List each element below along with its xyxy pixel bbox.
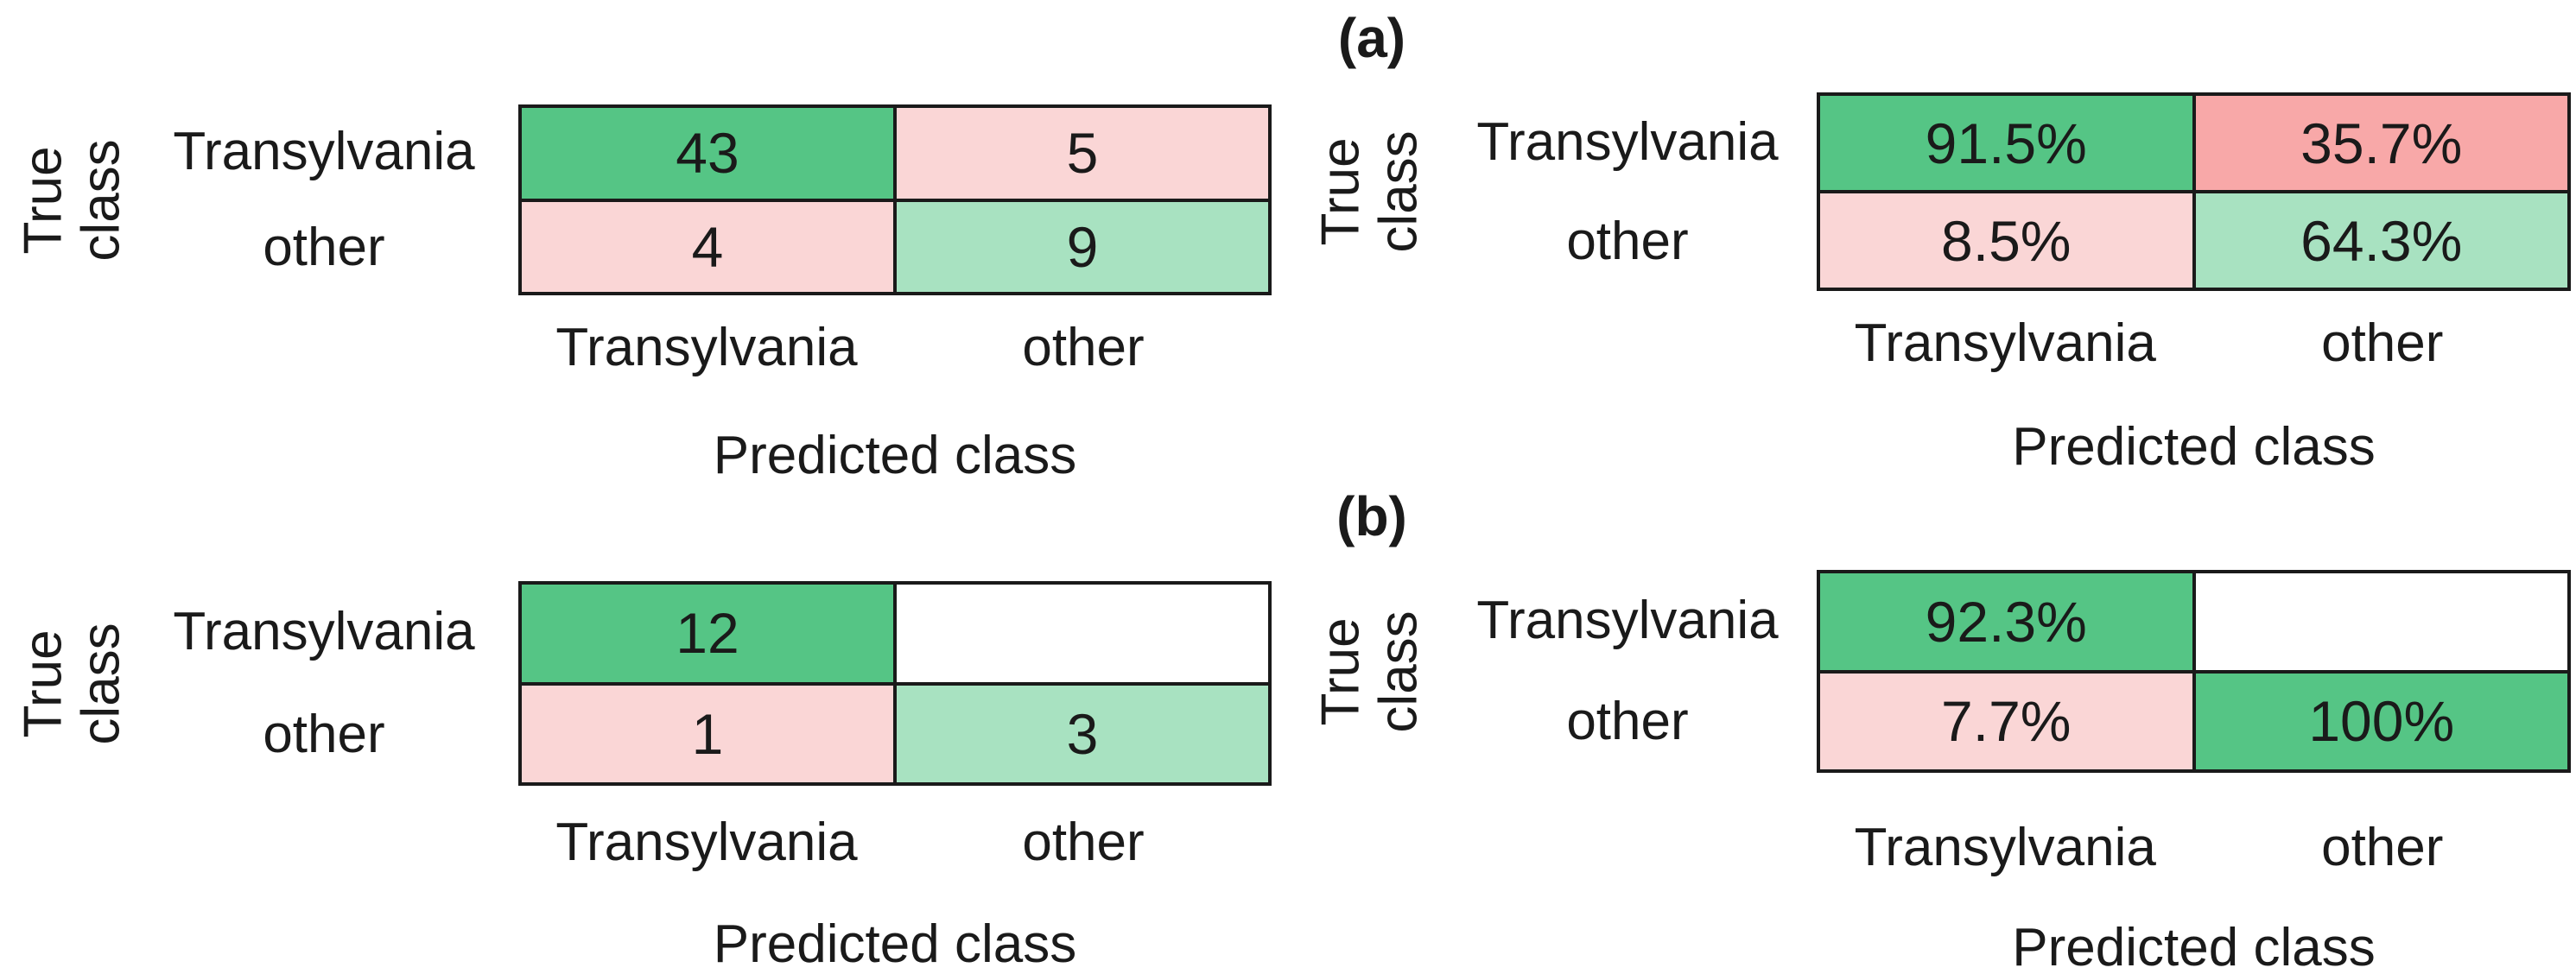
y-axis-label: True class — [1306, 570, 1436, 773]
y-axis-label-line2: class — [1368, 130, 1429, 253]
matrix-grid: 12 1 3 — [518, 581, 1272, 786]
y-axis-label-line2: class — [71, 622, 131, 745]
matrix-grid: 43 5 4 9 — [518, 104, 1272, 295]
x-axis-label: Predicted class — [2012, 417, 2376, 477]
cell-true-other-pred-other: 100% — [2195, 673, 2567, 769]
col-label-other: other — [1022, 813, 1145, 872]
col-label-transylvania: Transylvania — [1854, 818, 2156, 877]
y-axis-label-line1: True — [1311, 137, 1372, 246]
y-axis-label-line2: class — [1368, 610, 1429, 733]
cell-true-transylvania-pred-other — [2195, 573, 2567, 670]
col-label-other: other — [1022, 318, 1145, 377]
matrix-grid: 91.5% 35.7% 8.5% 64.3% — [1817, 92, 2571, 291]
row-label-other: other — [263, 704, 385, 764]
matrix-grid: 92.3% 7.7% 100% — [1817, 570, 2571, 773]
panel-label-a: (a) — [1337, 7, 1406, 69]
y-axis-label-line2: class — [71, 138, 131, 262]
y-axis-label-line1: True — [1311, 617, 1372, 726]
row-label-transylvania: Transylvania — [173, 602, 475, 662]
x-axis-label: Predicted class — [713, 426, 1077, 485]
cell-true-transylvania-pred-transylvania: 43 — [522, 108, 893, 199]
cell-true-other-pred-transylvania: 7.7% — [1820, 673, 2192, 769]
cell-true-transylvania-pred-other: 5 — [897, 108, 1268, 199]
row-label-other: other — [1566, 211, 1689, 271]
col-label-transylvania: Transylvania — [555, 813, 858, 872]
col-label-transylvania: Transylvania — [1854, 313, 2156, 373]
cell-true-transylvania-pred-transylvania: 91.5% — [1820, 96, 2192, 190]
x-axis-label: Predicted class — [713, 914, 1077, 974]
cell-true-other-pred-transylvania: 4 — [522, 201, 893, 292]
row-label-other: other — [1566, 692, 1689, 752]
cell-true-transylvania-pred-other: 35.7% — [2195, 96, 2567, 190]
y-axis-label: True class — [9, 104, 138, 295]
panel-label-b: (b) — [1336, 485, 1407, 547]
cell-true-transylvania-pred-transylvania: 12 — [522, 585, 893, 682]
row-label-transylvania: Transylvania — [1476, 590, 1779, 650]
cell-true-other-pred-other: 3 — [897, 685, 1268, 782]
y-axis-label: True class — [9, 581, 138, 786]
col-label-other: other — [2321, 313, 2444, 373]
cell-true-other-pred-transylvania: 1 — [522, 685, 893, 782]
cell-true-other-pred-other: 64.3% — [2195, 193, 2567, 288]
cell-true-other-pred-transylvania: 8.5% — [1820, 193, 2192, 288]
y-axis-label-line1: True — [14, 145, 74, 255]
col-label-other: other — [2321, 818, 2444, 877]
x-axis-label: Predicted class — [2012, 918, 2376, 974]
cell-true-transylvania-pred-transylvania: 92.3% — [1820, 573, 2192, 670]
cell-true-transylvania-pred-other — [897, 585, 1268, 682]
cell-true-other-pred-other: 9 — [897, 201, 1268, 292]
row-label-other: other — [263, 217, 385, 277]
row-label-transylvania: Transylvania — [173, 122, 475, 182]
y-axis-label-line1: True — [14, 629, 74, 738]
row-label-transylvania: Transylvania — [1476, 111, 1779, 172]
y-axis-label: True class — [1306, 92, 1436, 291]
col-label-transylvania: Transylvania — [555, 318, 858, 377]
